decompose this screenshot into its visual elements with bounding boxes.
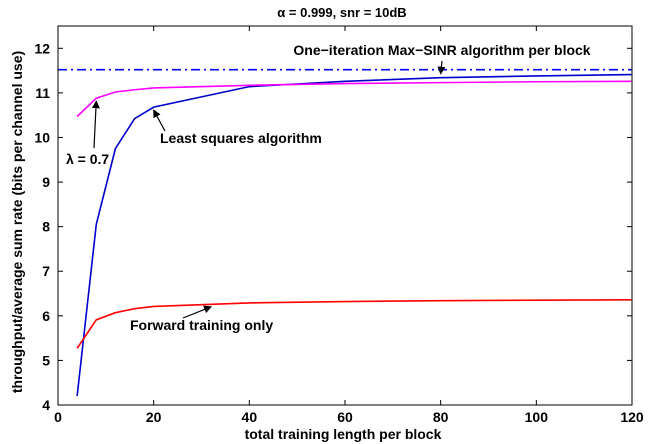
series-line-forward-training-only bbox=[76, 298, 633, 349]
annotation-arrow bbox=[437, 60, 446, 75]
annotation-arrow bbox=[153, 109, 166, 132]
series-line-least-squares-algorithm bbox=[76, 73, 633, 397]
x-tick-label: 120 bbox=[620, 409, 644, 425]
x-tick-label: 60 bbox=[337, 409, 353, 425]
y-axis-label: throughput/average sum rate (bits per ch… bbox=[9, 51, 25, 393]
y-tick-label: 4 bbox=[42, 397, 50, 413]
x-tick-label: 20 bbox=[146, 409, 162, 425]
y-tick-label: 8 bbox=[42, 219, 50, 235]
annotation-forward-training-only: Forward training only bbox=[130, 317, 273, 333]
chart-title: α = 0.999, snr = 10dB bbox=[277, 5, 406, 20]
x-tick-label: 0 bbox=[54, 409, 62, 425]
y-tick-label: 11 bbox=[35, 85, 50, 101]
annotation-layer: One−iteration Max−SINR algorithm per blo… bbox=[66, 42, 591, 333]
y-tick-label: 10 bbox=[34, 129, 50, 145]
y-tick-label: 7 bbox=[42, 263, 50, 279]
annotation-arrow bbox=[91, 100, 100, 149]
series-line-0-7 bbox=[76, 80, 633, 118]
x-tick-label: 80 bbox=[433, 409, 449, 425]
annotation-least-squares-algorithm: Least squares algorithm bbox=[160, 130, 322, 146]
y-tick-label: 12 bbox=[34, 40, 50, 56]
annotation-one-iteration-max-sinr-algorithm-per-block: One−iteration Max−SINR algorithm per blo… bbox=[293, 42, 590, 58]
x-tick-label: 40 bbox=[242, 409, 258, 425]
y-tick-label: 6 bbox=[42, 308, 50, 324]
series-layer bbox=[58, 68, 633, 397]
x-axis-label: total training length per block bbox=[245, 426, 442, 442]
y-tick-label: 5 bbox=[42, 352, 50, 368]
annotation-arrow bbox=[182, 305, 212, 319]
x-tick-label: 100 bbox=[525, 409, 549, 425]
tick-layer: 0 20 40 60 80 100 120 4 5 6 7 8 9 10 11 12 bbox=[34, 26, 644, 425]
annotation-0-7: λ = 0.7 bbox=[66, 151, 109, 167]
y-tick-label: 9 bbox=[42, 174, 50, 190]
